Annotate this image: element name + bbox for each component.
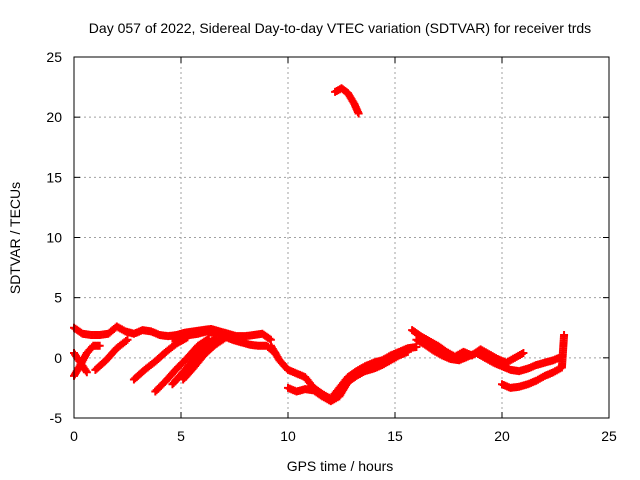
series-track-outlier bbox=[331, 84, 363, 118]
x-axis-label: GPS time / hours bbox=[287, 458, 394, 474]
y-tick-label: 10 bbox=[46, 230, 62, 246]
y-tick-label: 20 bbox=[46, 109, 62, 125]
data-point bbox=[82, 368, 91, 377]
data-point bbox=[123, 335, 132, 344]
data-point bbox=[81, 366, 90, 375]
series-track-early-b bbox=[70, 349, 91, 377]
data-point bbox=[95, 341, 104, 350]
data-point bbox=[354, 109, 363, 118]
y-axis-label: SDTVAR / TECUs bbox=[7, 182, 23, 294]
data-point bbox=[403, 347, 412, 356]
data-point bbox=[221, 333, 230, 342]
series-track-rise-4 bbox=[179, 333, 230, 384]
chart-title: Day 057 of 2022, Sidereal Day-to-day VTE… bbox=[89, 20, 591, 36]
x-tick-label: 20 bbox=[494, 428, 510, 444]
x-tick-label: 5 bbox=[177, 428, 185, 444]
y-tick-label: -5 bbox=[50, 410, 63, 426]
data-point bbox=[265, 334, 274, 343]
y-tick-label: 15 bbox=[46, 169, 62, 185]
data-points bbox=[70, 84, 569, 406]
data-point bbox=[412, 343, 421, 352]
x-tick-label: 15 bbox=[387, 428, 403, 444]
x-tick-label: 25 bbox=[601, 428, 617, 444]
data-point bbox=[183, 333, 192, 342]
y-tick-label: 0 bbox=[54, 350, 62, 366]
data-point bbox=[560, 330, 569, 339]
series-track-late-3 bbox=[498, 330, 569, 392]
y-tick-label: 25 bbox=[46, 49, 62, 65]
data-point bbox=[220, 334, 229, 343]
series-track-rise-2 bbox=[151, 334, 213, 396]
series-track-rise-1 bbox=[129, 333, 192, 384]
data-point bbox=[121, 336, 130, 345]
x-tick-label: 0 bbox=[70, 428, 78, 444]
series-track-early-c bbox=[91, 335, 132, 374]
plot-frame bbox=[73, 56, 610, 419]
data-point bbox=[519, 349, 528, 358]
series-track-main-4 bbox=[284, 347, 412, 406]
y-tick-label: 5 bbox=[54, 290, 62, 306]
x-tick-label: 10 bbox=[280, 428, 296, 444]
